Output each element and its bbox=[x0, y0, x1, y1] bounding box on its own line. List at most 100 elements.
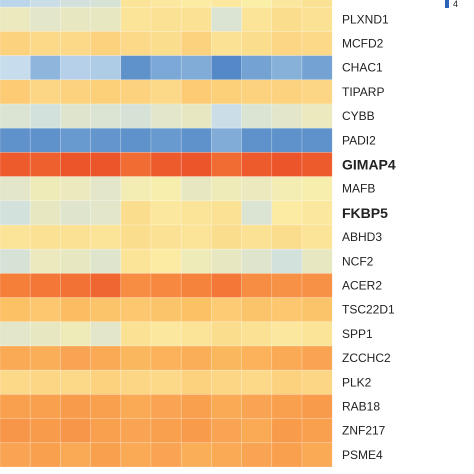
heatmap-cell bbox=[60, 31, 91, 56]
heatmap-cell bbox=[29, 418, 61, 444]
heatmap-cell bbox=[60, 224, 91, 250]
heatmap-cell bbox=[241, 152, 273, 177]
heatmap-cell bbox=[150, 0, 182, 8]
row-label: TSC22D1 bbox=[342, 303, 395, 317]
heatmap-cell bbox=[0, 152, 31, 177]
heatmap-cell bbox=[150, 394, 182, 419]
heatmap-cell bbox=[211, 31, 242, 56]
heatmap-cell bbox=[90, 248, 122, 274]
heatmap-cell bbox=[90, 79, 122, 105]
heatmap-cell bbox=[120, 127, 152, 153]
row-label: ZNF217 bbox=[342, 424, 386, 438]
row-labels: SRPX2 PLXND1 MCFD2 CHAC1 TIPARP CYBB PADI2 GIMA… bbox=[342, 0, 396, 462]
heatmap-cell bbox=[301, 273, 333, 298]
heatmap-cell bbox=[211, 273, 242, 298]
heatmap-cell bbox=[120, 152, 152, 177]
heatmap-cell bbox=[211, 79, 242, 105]
heatmap-cell bbox=[241, 369, 273, 395]
heatmap-cell bbox=[271, 394, 303, 419]
heatmap-cell bbox=[29, 6, 61, 32]
heatmap-cell bbox=[180, 224, 212, 250]
heatmap-cell bbox=[241, 31, 273, 56]
heatmap-cell bbox=[301, 369, 333, 395]
heatmap-cell bbox=[180, 200, 212, 226]
heatmap-cell bbox=[271, 248, 303, 274]
heatmap-cell bbox=[0, 31, 31, 56]
heatmap-cell bbox=[180, 273, 212, 298]
heatmap-cell bbox=[180, 442, 212, 468]
heatmap-cell bbox=[271, 103, 303, 129]
heatmap-cell bbox=[29, 273, 61, 298]
heatmap-cell bbox=[271, 200, 303, 226]
heatmap-cell bbox=[0, 0, 31, 8]
heatmap-cell bbox=[90, 321, 122, 347]
heatmap-cell bbox=[301, 127, 333, 153]
heatmap-cell bbox=[60, 273, 91, 298]
heatmap-cell bbox=[0, 273, 31, 298]
heatmap-cell bbox=[90, 6, 122, 32]
heatmap-cell bbox=[241, 248, 273, 274]
heatmap-cell bbox=[301, 224, 333, 250]
heatmap-cell bbox=[211, 152, 242, 177]
row-label: GIMAP4 bbox=[342, 157, 396, 173]
heatmap-cell bbox=[60, 394, 91, 419]
heatmap-cell bbox=[211, 345, 242, 371]
heatmap-cell bbox=[90, 345, 122, 371]
heatmap-cell bbox=[150, 273, 182, 298]
heatmap-cell bbox=[301, 55, 333, 81]
heatmap-cell bbox=[211, 224, 242, 250]
heatmap-cell bbox=[0, 297, 31, 323]
heatmap-cell bbox=[271, 31, 303, 56]
heatmap-cell bbox=[150, 369, 182, 395]
heatmap-cell bbox=[180, 0, 212, 8]
heatmap-cell bbox=[180, 55, 212, 81]
heatmap-cell bbox=[241, 200, 273, 226]
heatmap-cell bbox=[301, 345, 333, 371]
heatmap-cell bbox=[271, 345, 303, 371]
row-label: CHAC1 bbox=[342, 61, 383, 75]
legend-swatch bbox=[445, 0, 449, 8]
heatmap-cell bbox=[29, 200, 61, 226]
heatmap-cell bbox=[180, 297, 212, 323]
heatmap-cell bbox=[271, 418, 303, 444]
heatmap-cell bbox=[211, 6, 242, 32]
heatmap-cell bbox=[60, 79, 91, 105]
heatmap-cell bbox=[120, 200, 152, 226]
heatmap-cell bbox=[90, 224, 122, 250]
heatmap-cell bbox=[120, 442, 152, 468]
heatmap-cell bbox=[0, 442, 31, 468]
heatmap-cell bbox=[90, 200, 122, 226]
row-label: PLK2 bbox=[342, 375, 372, 389]
heatmap-cell bbox=[29, 297, 61, 323]
heatmap-cell bbox=[60, 248, 91, 274]
heatmap-cell bbox=[180, 176, 212, 202]
heatmap-cell bbox=[120, 321, 152, 347]
heatmap-cell bbox=[29, 55, 61, 81]
heatmap-cell bbox=[0, 248, 31, 274]
heatmap-cell bbox=[29, 0, 61, 8]
heatmap-cell bbox=[180, 394, 212, 419]
heatmap-cell bbox=[180, 127, 212, 153]
heatmap-cell bbox=[0, 321, 31, 347]
heatmap-cell bbox=[180, 152, 212, 177]
heatmap-cell bbox=[211, 103, 242, 129]
heatmap-cell bbox=[211, 0, 242, 8]
heatmap-cell bbox=[150, 297, 182, 323]
heatmap-cell bbox=[90, 0, 122, 8]
heatmap-cell bbox=[180, 103, 212, 129]
row-label: SPP1 bbox=[342, 327, 373, 341]
heatmap-cell bbox=[271, 442, 303, 468]
row-label: PLXND1 bbox=[342, 12, 389, 26]
row-label: ZCCHC2 bbox=[342, 351, 391, 365]
heatmap-cell bbox=[0, 176, 31, 202]
row-label: PSME4 bbox=[342, 448, 383, 462]
heatmap-cell bbox=[301, 152, 333, 177]
heatmap-cell bbox=[241, 345, 273, 371]
heatmap-cell bbox=[241, 418, 273, 444]
heatmap-cell bbox=[271, 152, 303, 177]
heatmap-cell bbox=[120, 224, 152, 250]
legend-tick-label: 4 bbox=[453, 0, 458, 9]
heatmap-cell bbox=[0, 345, 31, 371]
heatmap-cell bbox=[150, 79, 182, 105]
heatmap-cell bbox=[90, 103, 122, 129]
